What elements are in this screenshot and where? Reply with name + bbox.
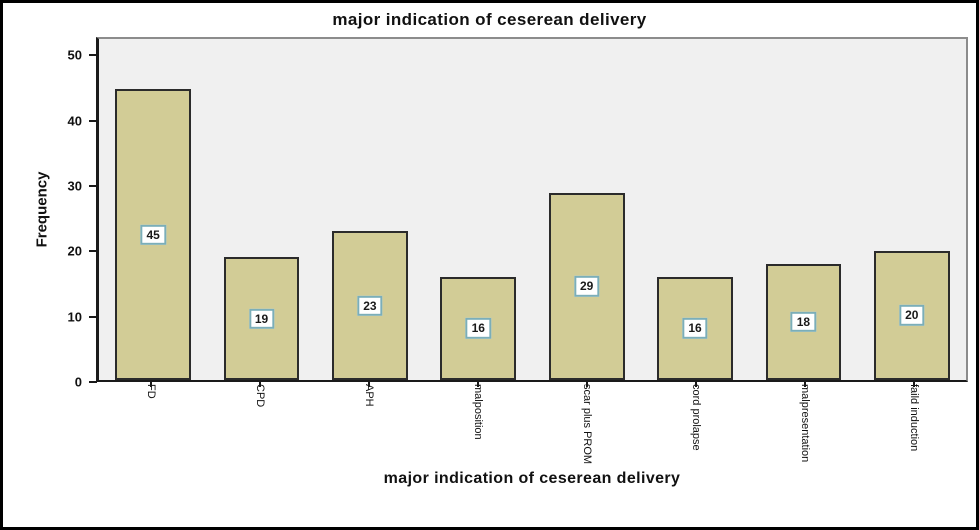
bar-slot: 18 <box>749 39 857 380</box>
y-tick-label: 20 <box>67 243 82 259</box>
y-tick-mark <box>89 381 97 383</box>
x-tick-label: cord prolapse <box>690 384 702 451</box>
bar-malposition: 16 <box>440 276 517 380</box>
bar-slot: 45 <box>99 39 207 380</box>
x-tick-label: CPD <box>254 384 266 408</box>
bar-slot: 19 <box>207 39 315 380</box>
x-tick-label: scar plus PROM <box>581 384 593 465</box>
y-tick-label: 40 <box>67 113 82 129</box>
x-axis: FD CPD APH malposition scar plus PROM cord pr… <box>96 382 968 468</box>
y-tick-label: 50 <box>67 47 82 63</box>
bar-slot: 16 <box>641 39 749 380</box>
bar-faild induction: 20 <box>873 250 950 380</box>
bar-CPD: 19 <box>223 257 300 380</box>
x-category-slot: APH <box>314 382 423 468</box>
plot-area: 45 19 23 16 29 16 18 20 <box>96 37 968 382</box>
x-tick-mark <box>912 382 915 387</box>
x-category-slot: cord prolapse <box>641 382 750 468</box>
y-axis: 0 10 20 30 40 50 <box>3 37 97 390</box>
x-tick-mark <box>694 382 697 387</box>
x-category-slot: faild induction <box>859 382 968 468</box>
bar-malpresentation: 18 <box>765 263 842 380</box>
y-tick-mark <box>89 315 97 318</box>
y-tick-mark <box>89 250 97 253</box>
bar-value-label: 18 <box>790 311 817 333</box>
x-tick-mark <box>258 382 261 387</box>
x-tick-mark <box>367 382 370 387</box>
bar-slot: 29 <box>533 39 641 380</box>
x-tick-label: malpresentation <box>799 384 811 463</box>
y-tick-mark <box>89 54 97 57</box>
x-tick-mark <box>476 382 479 387</box>
bar-slot: 20 <box>858 39 966 380</box>
bar-value-label: 45 <box>140 224 166 245</box>
bar-slot: 23 <box>316 39 424 380</box>
bar-value-label: 16 <box>465 318 491 339</box>
x-category-slot: FD <box>96 382 205 468</box>
bar-scar plus PROM: 29 <box>548 192 625 380</box>
bar-value-label: 29 <box>573 276 600 297</box>
x-tick-label: faild induction <box>908 384 920 452</box>
x-category-slot: CPD <box>205 382 314 468</box>
y-tick-label: 10 <box>67 309 82 325</box>
x-category-slot: scar plus PROM <box>532 382 641 468</box>
x-tick-mark <box>149 382 152 387</box>
bar-value-label: 20 <box>899 305 925 326</box>
y-tick-mark <box>89 184 97 187</box>
x-axis-title: major indication of ceserean delivery <box>383 470 681 487</box>
x-tick-mark <box>585 382 588 387</box>
x-category-slot: malposition <box>423 382 532 468</box>
chart-title: major indication of ceserean delivery <box>332 10 647 29</box>
bar-FD: 45 <box>115 89 192 380</box>
bar-value-label: 16 <box>682 318 708 339</box>
x-tick-mark <box>803 382 806 387</box>
y-tick-label: 30 <box>67 178 82 194</box>
x-tick-label: FD <box>145 384 157 399</box>
bar-APH: 23 <box>332 231 408 380</box>
bar-cord prolapse: 16 <box>657 276 733 380</box>
y-tick-label: 0 <box>74 374 82 390</box>
y-tick-mark <box>89 119 97 122</box>
x-tick-label: APH <box>363 384 375 407</box>
x-tick-label: malposition <box>472 384 484 440</box>
bar-slot: 16 <box>424 39 532 380</box>
bar-value-label: 23 <box>357 295 383 316</box>
bar-value-label: 19 <box>248 308 275 329</box>
x-category-slot: malpresentation <box>750 382 859 468</box>
